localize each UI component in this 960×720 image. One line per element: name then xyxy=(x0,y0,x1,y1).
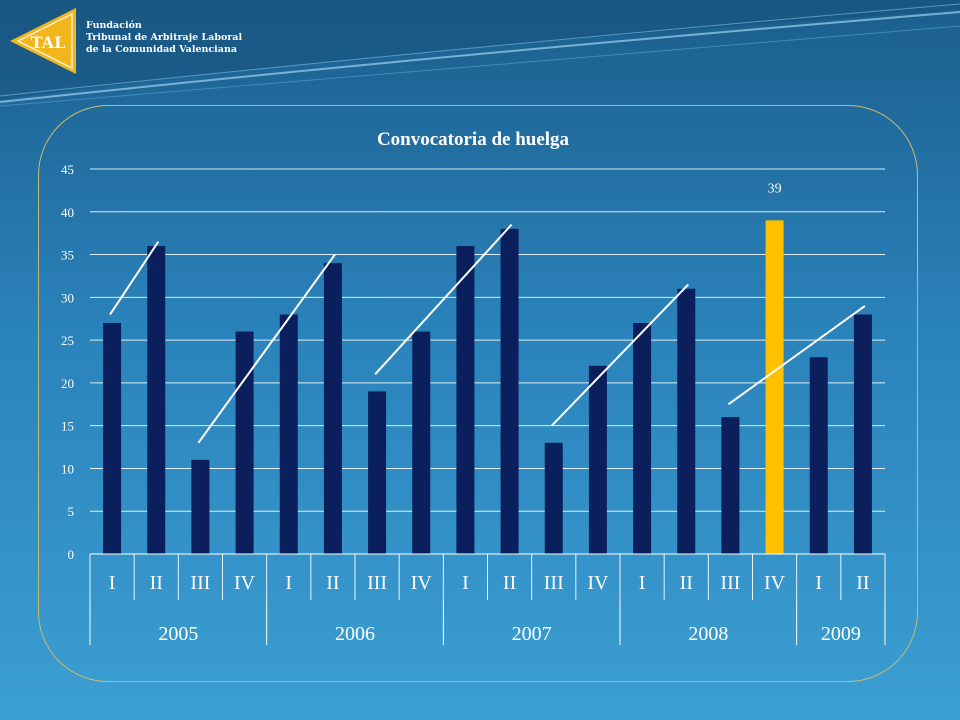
bar-9 xyxy=(500,228,519,554)
bar-17 xyxy=(853,314,872,554)
category-label-10: III xyxy=(544,572,564,594)
bar-16 xyxy=(809,357,828,554)
bar-0 xyxy=(103,323,122,554)
chart-title: Convocatoria de huelga xyxy=(377,129,570,150)
bar-3 xyxy=(235,331,254,554)
category-label-3: IV xyxy=(234,572,256,594)
category-label-16: I xyxy=(815,572,822,594)
category-label-15: IV xyxy=(764,572,786,594)
category-label-14: III xyxy=(720,572,740,594)
bar-10 xyxy=(544,442,563,554)
category-label-7: IV xyxy=(411,572,433,594)
bar-5 xyxy=(323,263,342,554)
bar-15 xyxy=(765,220,784,555)
category-label-17: II xyxy=(856,572,869,594)
tal-logo: TAL xyxy=(8,6,78,76)
category-label-9: II xyxy=(503,572,516,594)
year-group-label-2009: 2009 xyxy=(821,623,861,645)
bars xyxy=(103,220,872,555)
bar-7 xyxy=(412,331,431,554)
data-label-15: 39 xyxy=(768,181,782,196)
category-label-0: I xyxy=(109,572,116,594)
y-tick-label-5: 5 xyxy=(68,504,75,519)
y-tick-label-15: 15 xyxy=(61,419,74,434)
y-tick-label-0: 0 xyxy=(68,547,75,562)
bar-14 xyxy=(721,417,740,554)
category-label-11: IV xyxy=(587,572,609,594)
year-group-label-2007: 2007 xyxy=(512,623,552,645)
year-group-label-2006: 2006 xyxy=(335,623,375,645)
bar-13 xyxy=(677,288,696,554)
chart-panel xyxy=(38,105,918,682)
y-tick-label-40: 40 xyxy=(61,205,74,220)
y-tick-label-30: 30 xyxy=(61,290,74,305)
category-label-2: III xyxy=(190,572,210,594)
bar-4 xyxy=(279,314,298,554)
year-group-label-2005: 2005 xyxy=(158,623,198,645)
bar-11 xyxy=(588,365,607,554)
trend-line-4 xyxy=(727,305,866,406)
year-group-label-2008: 2008 xyxy=(688,623,728,645)
trend-line-1 xyxy=(197,253,336,444)
trend-line-2 xyxy=(374,223,513,376)
bar-8 xyxy=(456,246,475,554)
category-label-8: I xyxy=(462,572,469,594)
y-tick-label-25: 25 xyxy=(61,333,74,348)
y-tick-label-45: 45 xyxy=(61,162,74,177)
bar-6 xyxy=(368,391,387,554)
category-label-13: II xyxy=(680,572,693,594)
data-labels: 39 xyxy=(768,181,782,196)
category-label-6: III xyxy=(367,572,387,594)
trend-lines xyxy=(109,223,866,444)
bar-12 xyxy=(633,323,652,554)
y-tick-label-35: 35 xyxy=(61,248,74,263)
organization-name: Fundación Tribunal de Arbitraje Laboral … xyxy=(86,20,242,56)
y-tick-label-20: 20 xyxy=(61,376,74,391)
trend-line-0 xyxy=(109,241,160,315)
trend-line-3 xyxy=(551,283,689,427)
org-line-1: Fundación xyxy=(86,20,142,31)
category-label-5: II xyxy=(326,572,339,594)
bar-1 xyxy=(147,246,166,554)
org-line-3: de la Comunidad Valenciana xyxy=(86,44,238,55)
logo-lettering: TAL xyxy=(31,33,66,52)
header-swoosh-decoration xyxy=(0,0,960,107)
y-tick-label-10: 10 xyxy=(61,461,74,476)
category-label-4: I xyxy=(285,572,292,594)
bar-2 xyxy=(191,459,210,554)
category-label-12: I xyxy=(639,572,646,594)
org-line-2: Tribunal de Arbitraje Laboral xyxy=(86,32,243,43)
y-axis-ticks: 0 5 10 15 20 25 30 35 40 45 xyxy=(61,162,74,562)
category-label-1: II xyxy=(150,572,163,594)
